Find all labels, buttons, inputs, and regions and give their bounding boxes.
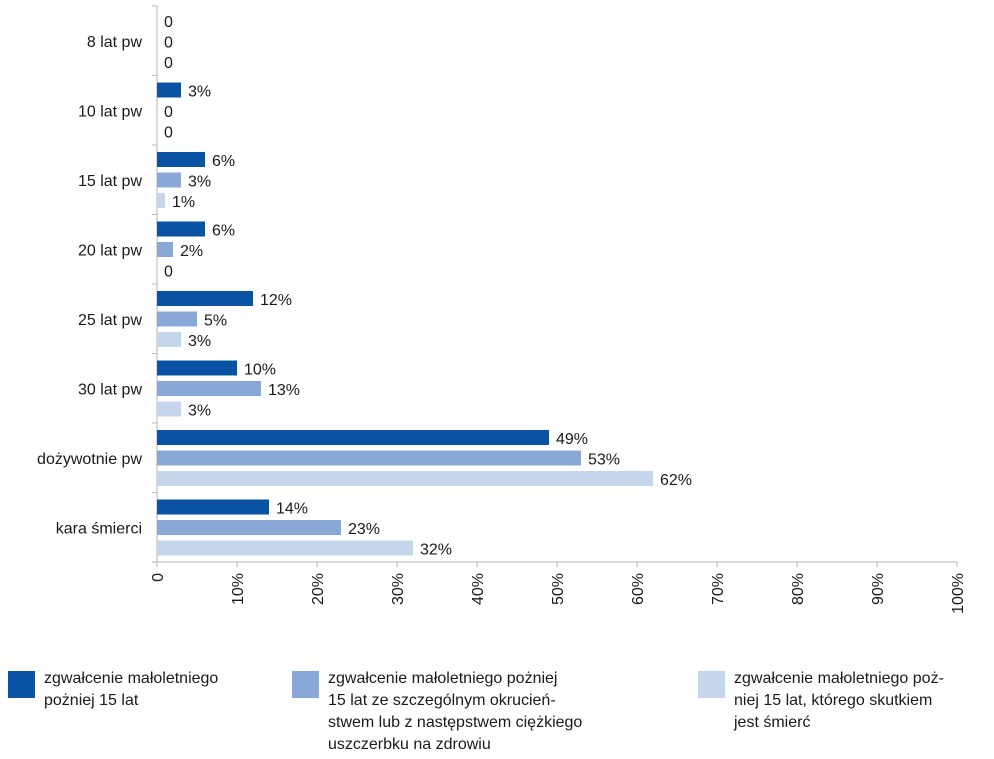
bar-chart-svg: 8 lat pw 10 lat pw 15 lat pw 20 lat pw 25 la… [37,5,967,614]
data-label: 0 [164,55,173,72]
data-label: 0 [164,14,173,31]
data-label: 10% [244,362,276,379]
category-label: 30 lat pw [78,381,142,398]
x-tick-label: 70% [710,573,727,605]
category-label: 25 lat pw [78,312,142,329]
bar [157,499,269,515]
data-label: 0 [164,264,173,281]
bar [157,520,341,535]
data-label: 14% [276,501,308,518]
data-label: 12% [260,292,292,309]
data-label: 3% [188,174,211,191]
category-label: 20 lat pw [78,242,142,259]
bar [157,242,173,257]
legend-item-series-1: zgwałcenie małoletniego pożniej 15 lat [8,668,218,712]
x-tick-label: 50% [550,573,567,605]
data-label: 49% [556,431,588,448]
data-label: 1% [172,194,195,211]
legend-item-series-3: zgwałcenie małoletniego poż- niej 15 lat… [698,668,944,734]
legend: zgwałcenie małoletniego pożniej 15 lat z… [0,668,994,759]
x-tick-label: 20% [310,573,327,605]
data-label: 0 [164,35,173,52]
data-label: 2% [180,243,203,260]
bar [157,152,205,167]
legend-swatch-series-2 [292,671,319,698]
bar [157,332,181,347]
bar [157,471,653,486]
category-label: 8 lat pw [87,34,143,51]
bar [157,360,237,376]
data-label: 3% [188,84,211,101]
legend-label-series-2: zgwałcenie małoletniego pożniej 15 lat z… [328,670,583,753]
data-label: 6% [212,223,235,240]
data-label: 13% [268,382,300,399]
data-label: 23% [348,521,380,538]
bar [157,291,253,306]
bar [157,401,181,417]
bar [157,540,413,556]
category-label: kara śmierci [56,520,142,537]
data-label: 6% [212,153,235,170]
bar [157,430,549,445]
bar [157,193,165,208]
x-tick-label: 100% [950,573,967,614]
data-label: 53% [588,452,620,469]
x-tick-label: 60% [630,573,647,605]
x-tick-label: 90% [870,573,887,605]
data-label: 5% [204,313,227,330]
bar [157,311,197,327]
data-label: 62% [660,472,692,489]
data-label: 0 [164,125,173,142]
category-label: 10 lat pw [78,103,142,120]
legend-label-series-1: zgwałcenie małoletniego pożniej 15 lat [44,670,219,709]
legend-swatch-series-1 [8,671,35,698]
data-label: 0 [164,104,173,121]
legend-label-series-3: zgwałcenie małoletniego poż- niej 15 lat… [734,670,944,731]
x-tick-label: 30% [390,573,407,605]
legend-swatch-series-3 [698,671,725,698]
legend-item-series-2: zgwałcenie małoletniego pożniej 15 lat z… [292,668,582,756]
category-label: 15 lat pw [78,173,142,190]
x-tick-label: 10% [230,573,247,605]
bar [157,221,205,237]
data-label: 32% [420,542,452,559]
bar [157,381,261,396]
x-tick-label: 80% [790,573,807,605]
data-label: 3% [188,403,211,420]
bar [157,172,181,188]
x-tick-label: 40% [470,573,487,605]
category-label: dożywotnie pw [37,451,142,468]
bar [157,82,181,98]
data-label: 3% [188,333,211,350]
bar [157,450,581,466]
x-tick-label: 0 [150,573,167,582]
